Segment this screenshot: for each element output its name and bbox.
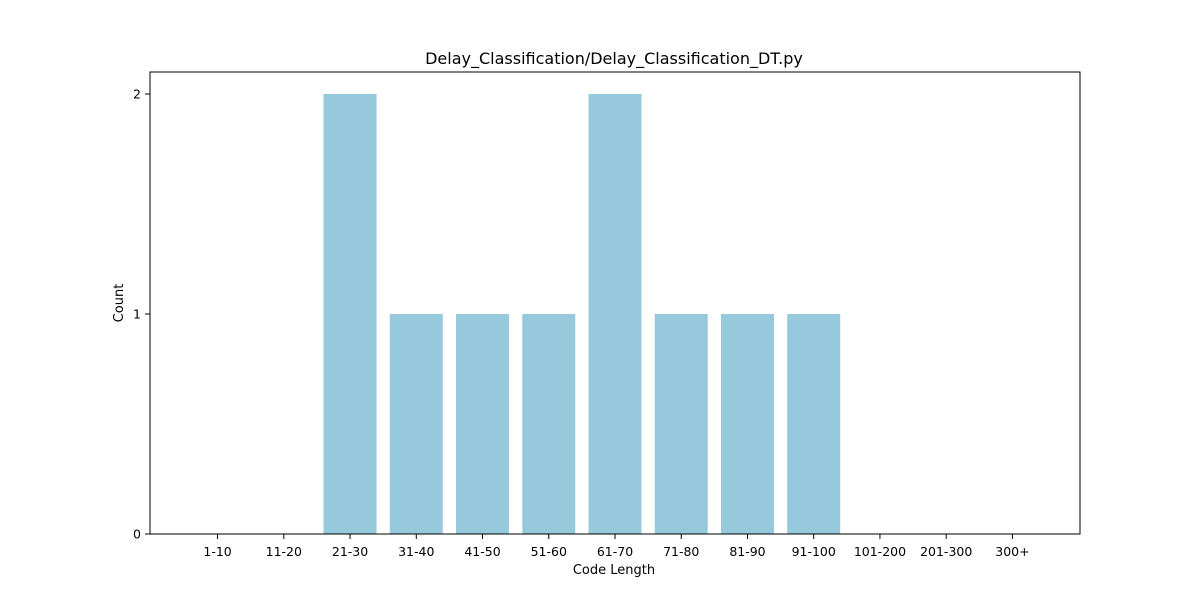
y-tick-label: 0: [133, 527, 141, 542]
x-tick-label: 1-10: [203, 544, 231, 559]
x-tick-label: 81-90: [729, 544, 765, 559]
bar-61-70: [588, 94, 642, 534]
bar-41-50: [456, 314, 510, 534]
x-tick-label: 41-50: [464, 544, 500, 559]
y-tick-label: 2: [133, 87, 141, 102]
x-tick-label: 71-80: [663, 544, 699, 559]
x-tick-label: 21-30: [332, 544, 368, 559]
x-tick-label: 11-20: [266, 544, 302, 559]
x-tick-label: 61-70: [597, 544, 633, 559]
x-tick-label: 51-60: [531, 544, 567, 559]
bar-91-100: [787, 314, 841, 534]
bar-81-90: [720, 314, 774, 534]
x-tick-label: 201-300: [920, 544, 972, 559]
x-tick-label: 101-200: [854, 544, 906, 559]
x-tick-label: 91-100: [792, 544, 836, 559]
chart-title: Delay_Classification/Delay_Classificatio…: [425, 49, 803, 69]
bar-71-80: [654, 314, 708, 534]
y-tick-label: 1: [133, 307, 141, 322]
x-tick-label: 31-40: [398, 544, 434, 559]
y-axis-label: Count: [112, 284, 127, 323]
x-axis-ticks: 1-10 11-20 21-30 31-40 41-50 51-60 61-70 71-80 8…: [203, 534, 1030, 559]
y-axis-ticks: 0 1 2: [133, 87, 150, 542]
x-tick-label: 300+: [995, 544, 1029, 559]
bar-51-60: [522, 314, 576, 534]
bar-21-30: [323, 94, 377, 534]
bars-group: [323, 94, 841, 534]
bar-31-40: [389, 314, 443, 534]
x-axis-label: Code Length: [573, 563, 655, 578]
axes-frame: [149, 71, 1081, 535]
